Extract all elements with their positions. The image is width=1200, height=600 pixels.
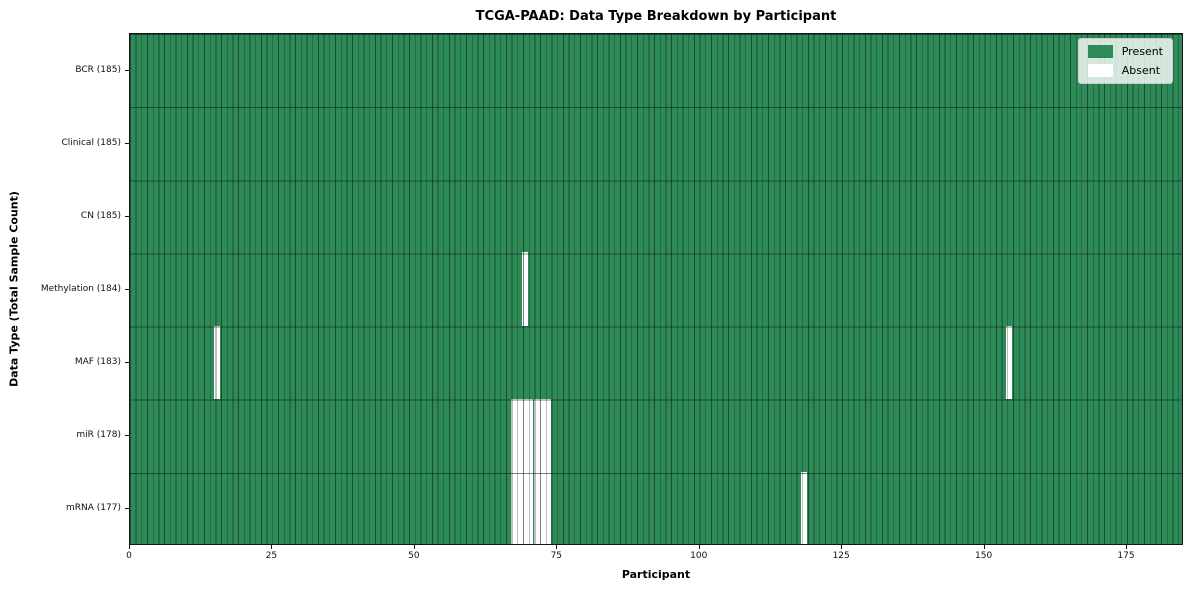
y-tick-label-bcr: BCR (185) — [75, 64, 121, 75]
x-tick-label-0: 0 — [126, 551, 132, 561]
y-tick-label-cn: CN (185) — [80, 210, 121, 221]
x-tick-label-100: 100 — [690, 551, 708, 561]
x-tick-label-75: 75 — [550, 551, 563, 561]
heatmap-row-clinical — [129, 106, 1183, 180]
heatmap-row-methylation — [129, 252, 1183, 326]
x-tick-label-50: 50 — [408, 551, 420, 561]
x-tick-label-150: 150 — [975, 551, 993, 561]
x-tick-mark — [129, 545, 130, 549]
legend-label-present: Present — [1121, 45, 1163, 58]
x-tick-mark — [983, 545, 985, 549]
absent-swatch-icon — [1087, 64, 1113, 77]
y-tick-mark — [125, 435, 129, 437]
y-tick-mark — [125, 362, 129, 364]
heatmap-row-mrna — [129, 471, 1183, 545]
x-tick-label-175: 175 — [1117, 551, 1135, 561]
x-axis-label: Participant — [621, 568, 691, 581]
chart-title: TCGA-PAAD: Data Type Breakdown by Partic… — [475, 9, 837, 24]
x-tick-mark — [413, 545, 415, 549]
absent-cell-mir-73 — [544, 398, 551, 472]
x-tick-mark — [1126, 545, 1128, 549]
legend-label-absent: Absent — [1121, 64, 1161, 77]
y-tick-mark — [125, 289, 129, 290]
heatmap-row-bcr — [129, 33, 1183, 107]
x-tick-label-125: 125 — [832, 551, 850, 561]
plot-area — [129, 33, 1183, 545]
legend: Present Absent — [1077, 38, 1173, 84]
y-tick-label-methylation: Methylation (184) — [40, 284, 121, 294]
x-tick-mark — [271, 545, 273, 549]
heatmap-rows — [129, 33, 1183, 545]
y-tick-label-maf: MAF (183) — [74, 357, 121, 368]
y-tick-label-mrna: mRNA (177) — [66, 503, 121, 514]
x-tick-mark — [841, 545, 843, 549]
absent-cell-methylation-69 — [522, 252, 528, 326]
y-tick-label-clinical: Clinical (185) — [61, 137, 121, 148]
absent-cell-mrna-118 — [801, 471, 807, 545]
absent-cell-maf-15 — [214, 325, 221, 399]
x-tick-mark — [556, 545, 558, 549]
absent-cell-mrna-73 — [544, 471, 551, 545]
y-tick-label-mir: miR (178) — [76, 430, 121, 441]
absent-cell-maf-154 — [1006, 325, 1013, 399]
legend-item-present: Present — [1087, 45, 1163, 58]
heatmap-row-cn — [129, 179, 1183, 253]
y-tick-mark — [125, 69, 129, 71]
y-tick-mark — [125, 508, 129, 510]
x-tick-label-25: 25 — [265, 551, 278, 561]
heatmap-row-maf — [129, 325, 1183, 399]
present-swatch-icon — [1087, 45, 1113, 58]
heatmap-row-mir — [129, 398, 1183, 472]
legend-item-absent: Absent — [1087, 64, 1163, 77]
y-tick-mark — [125, 215, 129, 217]
y-tick-mark — [125, 142, 129, 144]
x-tick-mark — [698, 545, 700, 549]
